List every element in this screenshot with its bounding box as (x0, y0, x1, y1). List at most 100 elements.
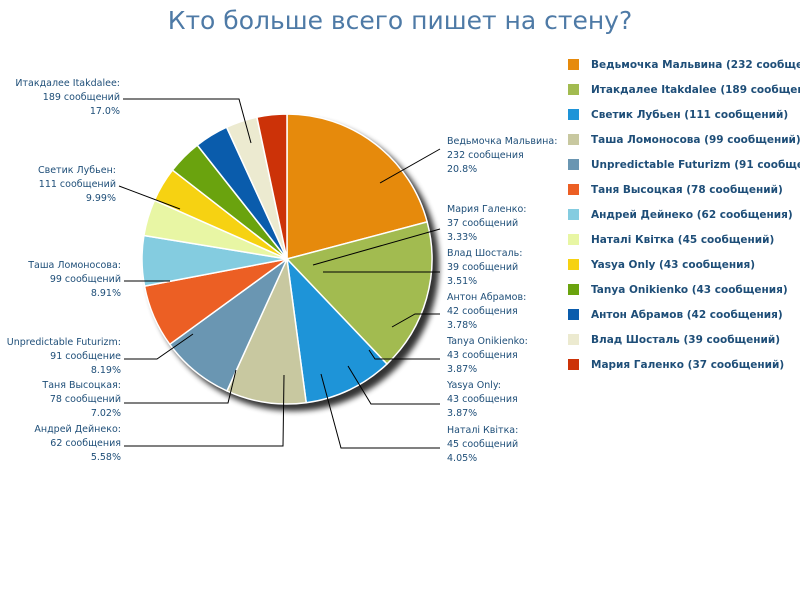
legend-item: Мария Галенко (37 сообщений) (568, 352, 800, 377)
leader-line (320, 373, 440, 449)
slice-label-percent: 4.05% (447, 453, 477, 464)
legend-label: Влад Шосталь (39 сообщений) (591, 333, 781, 346)
legend-label: Ведьмочка Мальвина (232 сообщения) (591, 58, 800, 71)
legend-label: Таня Высоцкая (78 сообщений) (591, 183, 783, 196)
slice-label-percent: 17.0% (90, 106, 120, 117)
legend-swatch (568, 234, 579, 245)
slice-label-count: 232 сообщения (447, 150, 524, 161)
legend-swatch (568, 209, 579, 220)
legend-swatch (568, 134, 579, 145)
leader-line (124, 369, 237, 404)
slice-label-percent: 8.91% (91, 288, 121, 299)
slice-label-percent: 8.19% (91, 365, 121, 376)
legend: Ведьмочка Мальвина (232 сообщения) Итакда… (568, 52, 800, 377)
legend-label: Андрей Дейнеко (62 сообщения) (591, 208, 793, 221)
slice-label-name: Tanya Onikienko: (446, 336, 528, 347)
legend-swatch (568, 109, 579, 120)
legend-swatch (568, 184, 579, 195)
legend-swatch (568, 59, 579, 70)
legend-item: Tanya Onikienko (43 сообщения) (568, 277, 800, 302)
slice-label-name: Ведьмочка Мальвина: (447, 136, 557, 147)
legend-label: Таша Ломоносова (99 сообщений) (591, 133, 800, 146)
leader-line (379, 148, 441, 184)
leader-line (123, 98, 252, 144)
slice-label-count: 111 сообщений (39, 179, 116, 190)
slice-label-percent: 5.58% (91, 452, 121, 463)
leader-line (118, 185, 181, 210)
slice-label-name: Мария Галенко: (447, 204, 526, 215)
slice-label-name: Антон Абрамов: (447, 292, 526, 303)
legend-item: Андрей Дейнеко (62 сообщения) (568, 202, 800, 227)
leader-lines (118, 98, 441, 449)
legend-swatch (568, 359, 579, 370)
slice-label-name: Таня Высоцкая: (41, 380, 121, 391)
legend-swatch (568, 284, 579, 295)
legend-item: Yasya Only (43 сообщения) (568, 252, 800, 277)
slice-label-count: 42 сообщения (447, 306, 518, 317)
legend-label: Tanya Onikienko (43 сообщения) (591, 283, 788, 296)
legend-swatch (568, 334, 579, 345)
legend-item: Итакдалее Itakdalee (189 сообщений) (568, 77, 800, 102)
slice-label-count: 43 сообщения (447, 394, 518, 405)
slice-label-percent: 20.8% (447, 164, 477, 175)
legend-item: Таша Ломоносова (99 сообщений) (568, 127, 800, 152)
slice-label-count: 45 сообщений (447, 439, 518, 450)
slice-label-count: 62 сообщения (50, 438, 121, 449)
legend-swatch (568, 84, 579, 95)
leader-line (391, 313, 440, 328)
slice-label-count: 43 сообщения (447, 350, 518, 361)
legend-swatch (568, 259, 579, 270)
pie-slice-мария-галенко (256, 113, 288, 260)
legend-item: Ведьмочка Мальвина (232 сообщения) (568, 52, 800, 77)
legend-swatch (568, 309, 579, 320)
legend-label: Мария Галенко (37 сообщений) (591, 358, 785, 371)
leader-line (124, 333, 194, 360)
legend-label: Итакдалее Itakdalee (189 сообщений) (591, 83, 800, 96)
slice-label-percent: 3.78% (447, 320, 477, 331)
slice-label-count: 189 сообщений (43, 92, 120, 103)
pie-slice-светик-лубьен (286, 258, 388, 404)
slice-label-percent: 9.99% (86, 193, 116, 204)
slice-label-name: Влад Шосталь: (447, 248, 522, 259)
slice-label-percent: 3.33% (447, 232, 477, 243)
slice-labels: Ведьмочка Мальвина: 232 сообщения 20.8% Ита… (7, 78, 558, 464)
slice-label-count: 91 сообщение (50, 351, 121, 362)
slice-label-count: 39 сообщений (447, 262, 518, 273)
slice-label-percent: 3.51% (447, 276, 477, 287)
slice-label-percent: 3.87% (447, 408, 477, 419)
chart-title: Кто больше всего пишет на стену? (167, 6, 633, 35)
legend-label: Unpredictable Futurizm (91 сообщение) (591, 158, 800, 171)
pie-slice-итакдалее-itakdalee (286, 221, 433, 365)
slice-label-count: 78 сообщений (50, 394, 121, 405)
leader-line (124, 374, 285, 447)
legend-item: Светик Лубьен (111 сообщений) (568, 102, 800, 127)
legend-swatch (568, 159, 579, 170)
pie-slice-ведьмочка-мальвина (286, 113, 428, 260)
slice-label-name: Итакдалее Itakdalee: (15, 78, 120, 89)
pie-slices (141, 113, 433, 405)
slice-label-name: Yasya Only: (446, 380, 501, 391)
slice-label-count: 99 сообщений (50, 274, 121, 285)
legend-item: Таня Высоцкая (78 сообщений) (568, 177, 800, 202)
legend-label: Антон Абрамов (42 сообщения) (591, 308, 783, 321)
slice-label-name: Андрей Дейнеко: (34, 424, 121, 435)
slice-label-name: Unpredictable Futurizm: (7, 337, 121, 348)
legend-label: Светик Лубьен (111 сообщений) (591, 108, 789, 121)
legend-label: Наталі Квітка (45 сообщений) (591, 233, 775, 246)
leader-line (312, 228, 441, 266)
legend-item: Влад Шосталь (39 сообщений) (568, 327, 800, 352)
slice-label-name: Светик Лубьен: (38, 165, 116, 176)
slice-label-percent: 3.87% (447, 364, 477, 375)
legend-item: Антон Абрамов (42 сообщения) (568, 302, 800, 327)
leader-line (368, 349, 440, 360)
pie-slice-таша-ломоносова (226, 258, 307, 405)
slice-label-percent: 7.02% (91, 408, 121, 419)
legend-label: Yasya Only (43 сообщения) (591, 258, 755, 271)
slice-label-name: Таша Ломоносова: (27, 260, 121, 271)
leader-line (347, 365, 440, 405)
slice-label-count: 37 сообщений (447, 218, 518, 229)
slice-label-name: Наталі Квітка: (447, 425, 518, 436)
legend-item: Unpredictable Futurizm (91 сообщение) (568, 152, 800, 177)
legend-item: Наталі Квітка (45 сообщений) (568, 227, 800, 252)
